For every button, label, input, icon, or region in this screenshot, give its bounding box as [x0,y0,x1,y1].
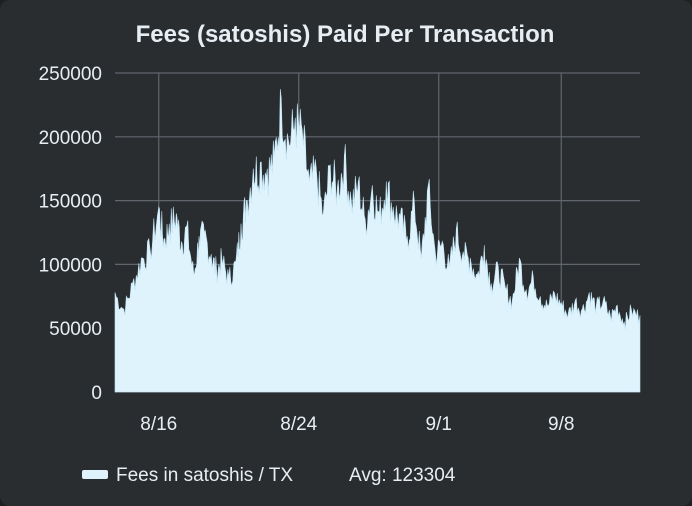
legend-swatch [82,470,108,479]
x-axis: 8/16 8/24 9/1 9/8 [140,414,574,435]
fees-area-series [114,89,641,393]
chart-title: Fees (satoshis) Paid Per Transaction [136,21,555,48]
series-layer [114,89,641,393]
legend-average: Avg: 123304 [349,465,456,486]
y-tick-label: 0 [91,383,102,404]
x-tick-label: 8/16 [140,414,177,435]
y-axis: 0 50000 100000 150000 200000 250000 [39,64,102,404]
y-tick-label: 200000 [39,128,102,149]
x-tick-label: 8/24 [280,414,317,435]
x-tick-label: 9/1 [426,414,452,435]
y-tick-label: 150000 [39,192,102,213]
x-tick-label: 9/8 [548,414,574,435]
legend-series-label: Fees in satoshis / TX [116,465,293,486]
y-tick-label: 250000 [39,64,102,85]
y-tick-label: 50000 [49,319,102,340]
legend: Fees in satoshis / TX Avg: 123304 [82,465,456,486]
y-tick-label: 100000 [39,255,102,276]
